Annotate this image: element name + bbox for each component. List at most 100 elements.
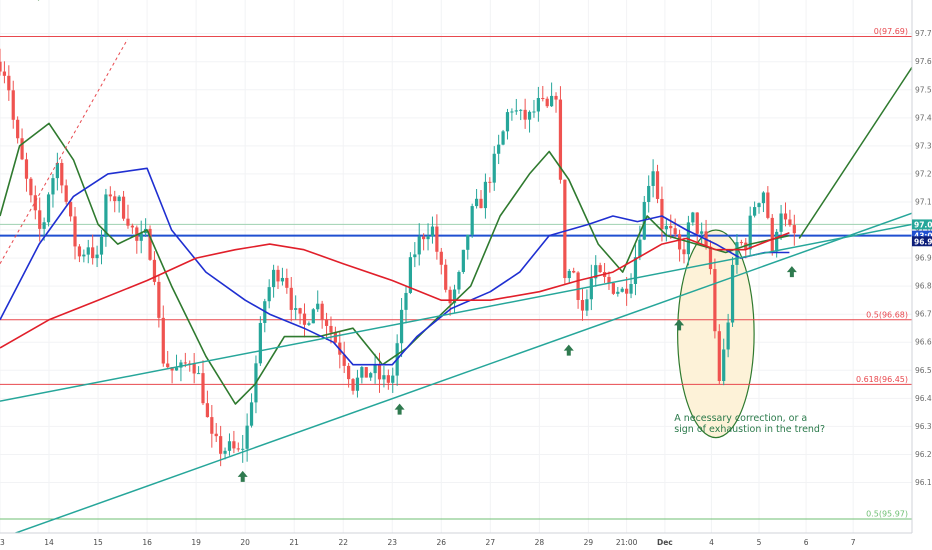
- candle-body: [722, 349, 726, 381]
- time-tick-label: 13: [0, 538, 5, 547]
- candle-body: [391, 375, 395, 383]
- candle-body: [766, 192, 770, 218]
- fib-level-label: 0.5(95.97): [866, 509, 908, 518]
- candle-body: [86, 247, 90, 255]
- candle-body: [179, 362, 183, 368]
- candle-body: [219, 436, 223, 454]
- price-tick-label: 96.10: [915, 478, 932, 487]
- candle-body: [457, 271, 461, 290]
- candle-body: [223, 450, 227, 454]
- candle-body: [448, 289, 452, 304]
- candle-body: [126, 218, 130, 226]
- candle-body: [545, 98, 549, 107]
- candle-body: [382, 375, 386, 380]
- candle-body: [567, 270, 571, 279]
- candle-body: [210, 417, 214, 434]
- candle-body: [373, 364, 377, 374]
- candle-body: [673, 228, 677, 235]
- candle-body: [46, 194, 51, 223]
- moving-average-line: [0, 167, 790, 366]
- candle-body: [452, 289, 457, 304]
- time-tick-label: 14: [44, 538, 54, 547]
- candle-body: [594, 265, 598, 279]
- candle-body: [585, 299, 589, 311]
- candle-body: [214, 433, 218, 437]
- candle-body: [413, 254, 417, 258]
- candle-body: [302, 313, 307, 325]
- candle-body: [166, 363, 170, 368]
- candle-body: [16, 119, 20, 139]
- price-tick-label: 96.90: [915, 254, 932, 263]
- candle-body: [42, 222, 46, 229]
- price-axis[interactable]: 96.10 96.20 96.30 96.40 96.50 96.60 96.70 96.80…: [915, 29, 932, 487]
- price-tick-label: 96.30: [915, 422, 932, 431]
- candle-body: [258, 322, 262, 364]
- candle-body: [532, 111, 536, 113]
- price-tick-label: 97.40: [915, 113, 932, 122]
- candle-body: [307, 323, 311, 325]
- time-tick-label: 22: [338, 538, 348, 547]
- candle-body: [492, 153, 496, 183]
- candle-body: [576, 272, 580, 300]
- candle-body: [117, 196, 121, 202]
- candle-body: [271, 269, 276, 288]
- time-axis[interactable]: 13 14 15 16 19 20 21 22 23 26 27 28 29 21:00 Dec 4 5 6 7: [0, 538, 856, 547]
- candle-body: [320, 303, 324, 320]
- candle-body: [669, 225, 673, 229]
- candle-body: [82, 254, 86, 257]
- candle-body: [333, 332, 337, 343]
- candle-body: [377, 364, 382, 380]
- candle-body: [316, 303, 320, 310]
- time-tick-label: Dec: [657, 538, 673, 547]
- candle-body: [51, 178, 55, 195]
- candle-body: [11, 90, 15, 120]
- candle-body: [139, 233, 143, 241]
- candle-body: [607, 276, 611, 284]
- price-tick-label: 97.20: [915, 169, 932, 178]
- chart-grid: [0, 0, 912, 533]
- candle-body: [554, 95, 558, 100]
- moving-averages: [0, 122, 790, 405]
- trendline: [0, 212, 913, 540]
- candle-body: [329, 325, 333, 333]
- fib-level-label: 0.618(96.45): [856, 375, 908, 384]
- candle-body: [519, 109, 523, 111]
- price-tick-label: 96.40: [915, 394, 932, 403]
- candle-body: [7, 75, 11, 91]
- time-tick-label: 29: [584, 538, 594, 547]
- candle-body: [558, 99, 563, 180]
- price-axis-background: [912, 0, 932, 550]
- price-tick-label: 97.60: [915, 57, 932, 66]
- candle-body: [324, 319, 329, 326]
- price-tick-label: 96.80: [915, 282, 932, 291]
- candle-body: [779, 213, 783, 232]
- candle-body: [29, 178, 33, 196]
- time-tick-label: 28: [535, 538, 545, 547]
- candle-body: [550, 95, 554, 107]
- correction-ellipse: [677, 229, 755, 439]
- candle-body: [38, 210, 42, 229]
- candle-body: [369, 373, 373, 378]
- candle-body: [342, 354, 346, 366]
- candle-body: [245, 425, 249, 449]
- candle-body: [347, 365, 351, 380]
- price-badge-label: 96.98: [914, 237, 932, 246]
- price-tick-label: 96.60: [915, 338, 932, 347]
- time-tick-label: 15: [93, 538, 103, 547]
- candle-body: [130, 225, 134, 228]
- time-tick-label: 5: [757, 538, 762, 547]
- candle-body: [664, 225, 668, 230]
- candle-body: [351, 379, 355, 391]
- trendline: [0, 223, 913, 402]
- time-tick-label: 21:00: [616, 538, 638, 547]
- candle-body: [0, 61, 2, 72]
- candle-body: [77, 246, 82, 257]
- candle-body: [713, 269, 717, 332]
- candle-body: [739, 242, 743, 244]
- candle-body: [717, 331, 721, 381]
- candle-body: [735, 242, 739, 265]
- price-badge: [912, 219, 932, 230]
- candle-body: [655, 171, 660, 199]
- candle-body: [700, 231, 704, 234]
